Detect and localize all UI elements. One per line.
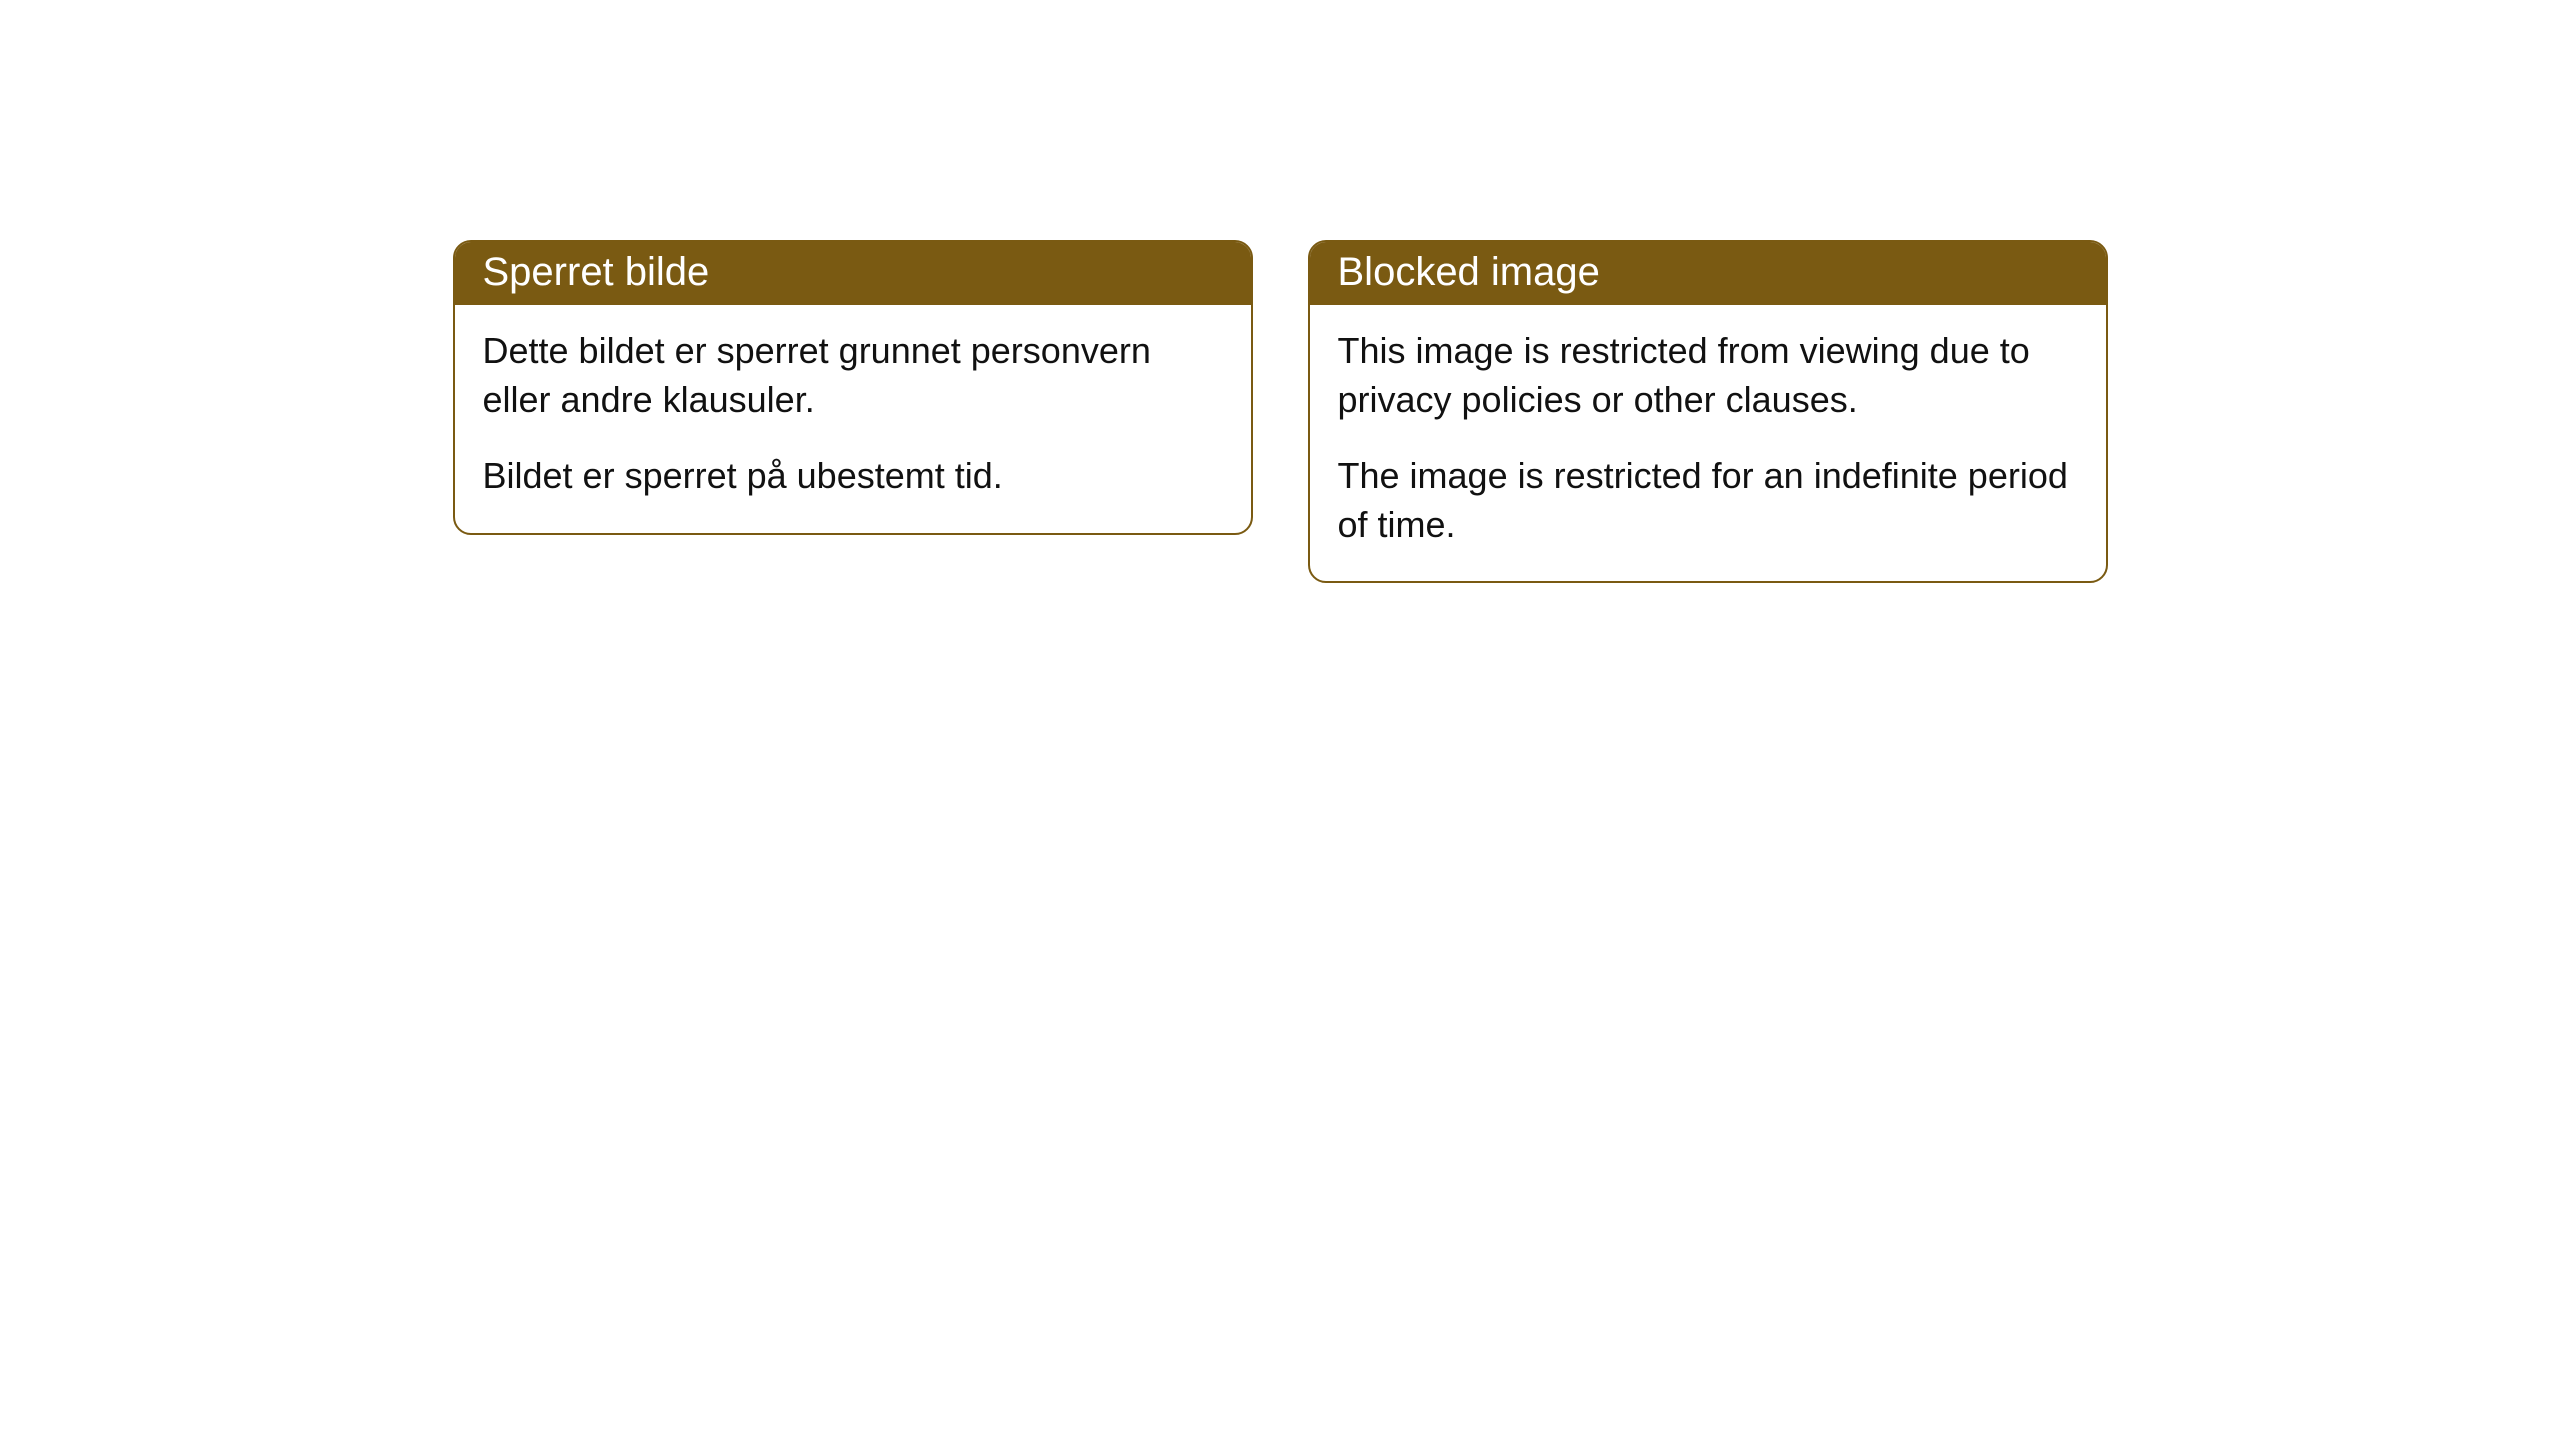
card-paragraph-2: Bildet er sperret på ubestemt tid. <box>483 452 1223 501</box>
card-title: Sperret bilde <box>483 250 710 294</box>
card-body: This image is restricted from viewing du… <box>1310 305 2106 581</box>
blocked-image-card-norwegian: Sperret bilde Dette bildet er sperret gr… <box>453 240 1253 535</box>
card-title: Blocked image <box>1338 250 1600 294</box>
card-paragraph-2: The image is restricted for an indefinit… <box>1338 452 2078 549</box>
card-paragraph-1: This image is restricted from viewing du… <box>1338 327 2078 424</box>
blocked-image-card-english: Blocked image This image is restricted f… <box>1308 240 2108 583</box>
card-header: Blocked image <box>1310 242 2106 305</box>
card-paragraph-1: Dette bildet er sperret grunnet personve… <box>483 327 1223 424</box>
card-header: Sperret bilde <box>455 242 1251 305</box>
card-body: Dette bildet er sperret grunnet personve… <box>455 305 1251 533</box>
